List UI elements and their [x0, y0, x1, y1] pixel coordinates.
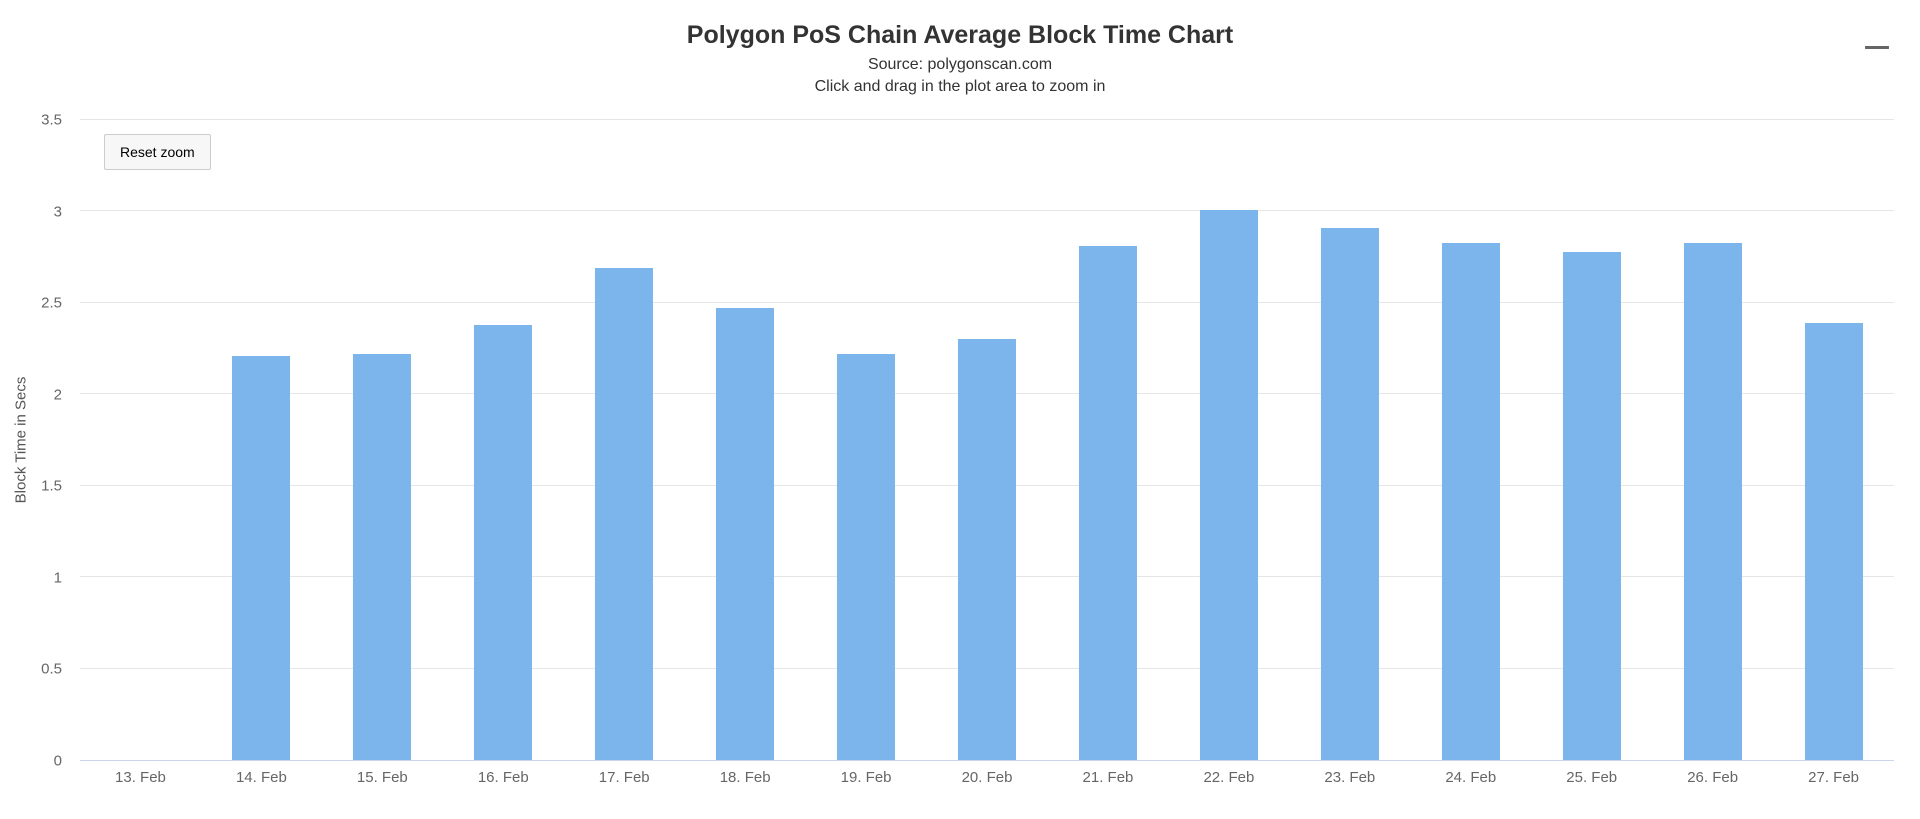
bar-slot — [1773, 120, 1894, 760]
bar-slot — [80, 120, 201, 760]
y-tick-label: 0.5 — [41, 660, 62, 678]
bar-slot — [443, 120, 564, 760]
bar-slot — [1531, 120, 1652, 760]
bar-18-feb[interactable] — [716, 308, 775, 760]
bar-17-feb[interactable] — [595, 268, 654, 760]
x-tick-label: 22. Feb — [1203, 769, 1255, 786]
bar-slot — [1410, 120, 1531, 760]
bar-15-feb[interactable] — [353, 354, 412, 760]
y-axis-tick-labels: 0 0.5 1 1.5 2 2.5 3 3.5 — [0, 112, 72, 770]
bar-14-feb[interactable] — [232, 355, 291, 760]
bar-22-feb[interactable] — [1199, 209, 1258, 760]
bar-20-feb[interactable] — [958, 339, 1017, 760]
bar-slot — [1048, 120, 1169, 760]
y-tick-label: 2.5 — [41, 294, 62, 312]
reset-zoom-button[interactable]: Reset zoom — [104, 134, 211, 170]
bar-slot — [1289, 120, 1410, 760]
y-tick-label: 1 — [53, 569, 62, 587]
y-tick-label: 1.5 — [41, 477, 62, 495]
x-tick-label: 21. Feb — [1082, 769, 1134, 786]
bar-slot — [322, 120, 443, 760]
y-tick-label: 2 — [53, 386, 62, 404]
bar-27-feb[interactable] — [1804, 322, 1863, 760]
y-tick-label: 0 — [53, 752, 62, 770]
plot-area[interactable]: Reset zoom — [80, 119, 1894, 761]
bar-26-feb[interactable] — [1683, 242, 1742, 760]
x-tick-label: 15. Feb — [356, 769, 408, 786]
bar-slot — [806, 120, 927, 760]
bar-16-feb[interactable] — [474, 324, 533, 760]
x-tick-label: 17. Feb — [598, 769, 650, 786]
bar-21-feb[interactable] — [1078, 246, 1137, 760]
x-tick-label: 25. Feb — [1566, 769, 1618, 786]
x-tick-label: 23. Feb — [1324, 769, 1376, 786]
bar-slot — [685, 120, 806, 760]
x-tick-label: 26. Feb — [1687, 769, 1739, 786]
y-tick-label: 3.5 — [41, 111, 62, 129]
bar-19-feb[interactable] — [837, 354, 896, 760]
x-tick-label: 14. Feb — [235, 769, 287, 786]
bar-25-feb[interactable] — [1562, 251, 1621, 760]
y-tick-label: 3 — [53, 203, 62, 221]
x-tick-label: 24. Feb — [1445, 769, 1497, 786]
x-tick-label: 19. Feb — [840, 769, 892, 786]
bar-24-feb[interactable] — [1441, 242, 1500, 760]
x-tick-label: 16. Feb — [477, 769, 529, 786]
hamburger-menu-button[interactable] — [1860, 22, 1894, 52]
bar-series — [80, 120, 1894, 760]
chart-subtitle-hint: Click and drag in the plot area to zoom … — [814, 78, 1106, 95]
bar-slot — [927, 120, 1048, 760]
bar-slot — [564, 120, 685, 760]
x-axis-tick-labels: 13. Feb 14. Feb 15. Feb 16. Feb 17. Feb 18. F… — [80, 769, 1894, 786]
bar-23-feb[interactable] — [1320, 227, 1379, 760]
x-tick-label: 18. Feb — [719, 769, 771, 786]
bar-slot — [1168, 120, 1289, 760]
hamburger-menu-icon — [1865, 46, 1889, 49]
x-tick-label: 13. Feb — [115, 769, 166, 786]
x-tick-label: 27. Feb — [1808, 769, 1860, 786]
chart-header: Polygon PoS Chain Average Block Time Cha… — [0, 0, 1920, 98]
x-tick-label: 20. Feb — [961, 769, 1013, 786]
chart-subtitle-source: Source: polygonscan.com — [867, 56, 1053, 73]
chart-title: Polygon PoS Chain Average Block Time Cha… — [686, 21, 1234, 49]
bar-slot — [201, 120, 322, 760]
bar-slot — [1652, 120, 1773, 760]
